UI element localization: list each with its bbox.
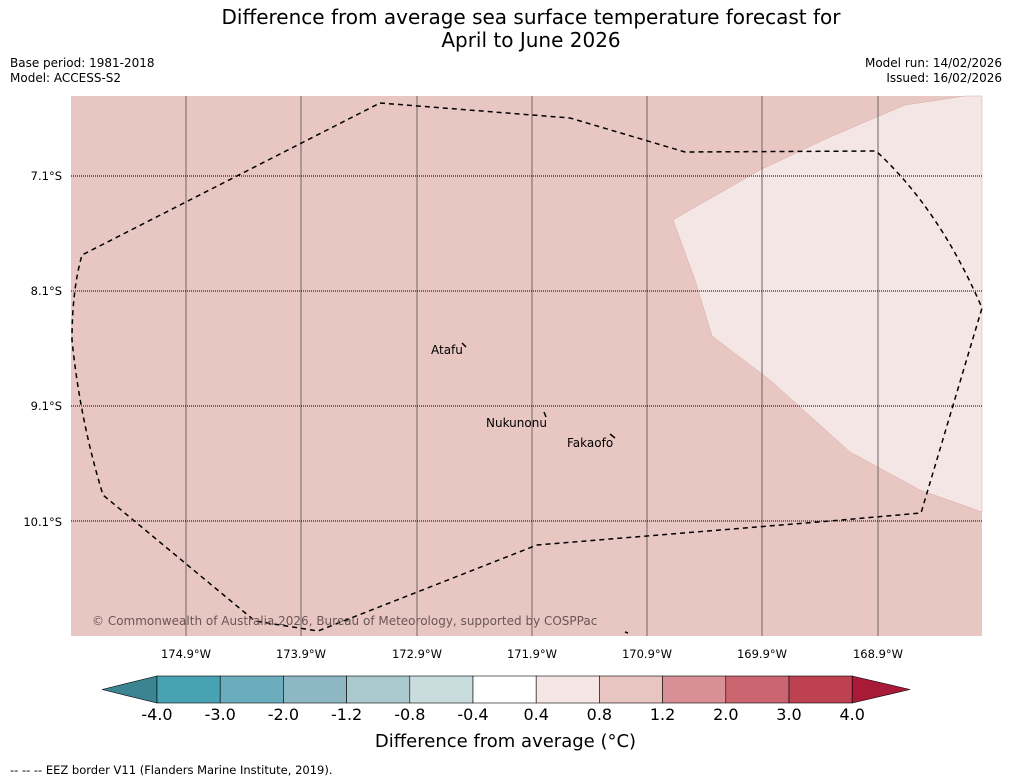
map-title: Difference from average sea surface temp… — [0, 6, 1011, 52]
colorbar-tick-label: -0.8 — [394, 705, 426, 724]
longitude-label: 174.9°W — [160, 647, 212, 661]
colorbar-label: Difference from average (°C) — [374, 731, 637, 752]
copyright-notice: © Commonwealth of Australia 2026, Bureau… — [92, 614, 598, 628]
colorbar-tick-label: -0.4 — [457, 705, 489, 724]
latitude-label: 7.1°S — [30, 169, 62, 183]
colorbar-extend-low — [101, 675, 158, 704]
colorbar-segment — [535, 675, 600, 704]
colorbar-tick-label: -4.0 — [141, 705, 173, 724]
place-label-fakaofo: Fakaofo — [567, 436, 614, 450]
colorbar-tick-label: -1.2 — [330, 705, 363, 724]
place-label-nukunonu: Nukunonu — [486, 416, 547, 430]
meta-right: Model run: 14/02/2026 Issued: 16/02/2026 — [865, 56, 1002, 86]
colorbar-tick-label: 1.2 — [649, 705, 676, 724]
model-run: Model run: 14/02/2026 — [864, 56, 1002, 70]
colorbar-extend-high — [851, 675, 911, 704]
title-line-1: Difference from average sea surface temp… — [221, 5, 841, 29]
colorbar-segment — [219, 675, 284, 704]
title-line-2: April to June 2026 — [441, 28, 621, 52]
light-anomaly-region — [672, 95, 983, 513]
colorbar — [101, 675, 911, 704]
colorbar-tick-label: -3.0 — [204, 705, 236, 724]
latitude-label: 9.1°S — [30, 399, 62, 413]
island-fakaofo-shape — [609, 433, 616, 439]
latitude-label: 8.1°S — [30, 284, 62, 298]
colorbar-segment — [788, 675, 853, 704]
meta-left: Base period: 1981-2018 Model: ACCESS-S2 — [10, 56, 155, 86]
place-label-atafu: Atafu — [431, 343, 463, 357]
colorbar-segment — [283, 675, 347, 704]
colorbar-segment — [472, 675, 537, 704]
island-swains-shape — [624, 631, 629, 634]
colorbar-tick-label: 2.0 — [713, 705, 739, 724]
model-name: Model: ACCESS-S2 — [10, 71, 122, 85]
longitude-label: 172.9°W — [391, 647, 443, 661]
colorbar-segment — [725, 675, 790, 704]
colorbar-segment — [409, 675, 474, 704]
colorbar-segment — [156, 675, 221, 704]
colorbar-tick-label: 0.4 — [523, 705, 549, 724]
island-atafu-shape — [461, 342, 467, 348]
colorbar-segment — [662, 675, 727, 704]
meridians — [185, 96, 879, 636]
longitude-label: 170.9°W — [621, 647, 673, 661]
colorbar-tick-label: 3.0 — [776, 705, 802, 724]
colorbar-tick-label: 0.8 — [586, 705, 613, 724]
eez-legend-note: -- -- -- EEZ border V11 (Flanders Marine… — [10, 763, 333, 777]
colorbar-segment — [346, 675, 411, 704]
longitude-label: 168.9°W — [852, 647, 904, 661]
eez-border — [71, 102, 983, 632]
longitude-label: 169.9°W — [736, 647, 788, 661]
island-nukunonu-shape — [543, 411, 547, 418]
issued-date: Issued: 16/02/2026 — [886, 71, 1002, 85]
colorbar-segment — [599, 675, 663, 704]
colorbar-tick-label: 4.0 — [839, 705, 865, 724]
longitude-label: 171.9°W — [506, 647, 558, 661]
colorbar-tick-label: -2.0 — [267, 705, 299, 724]
latitude-label: 10.1°S — [23, 515, 62, 529]
longitude-label: 173.9°W — [275, 647, 327, 661]
base-period: Base period: 1981-2018 — [10, 56, 155, 70]
